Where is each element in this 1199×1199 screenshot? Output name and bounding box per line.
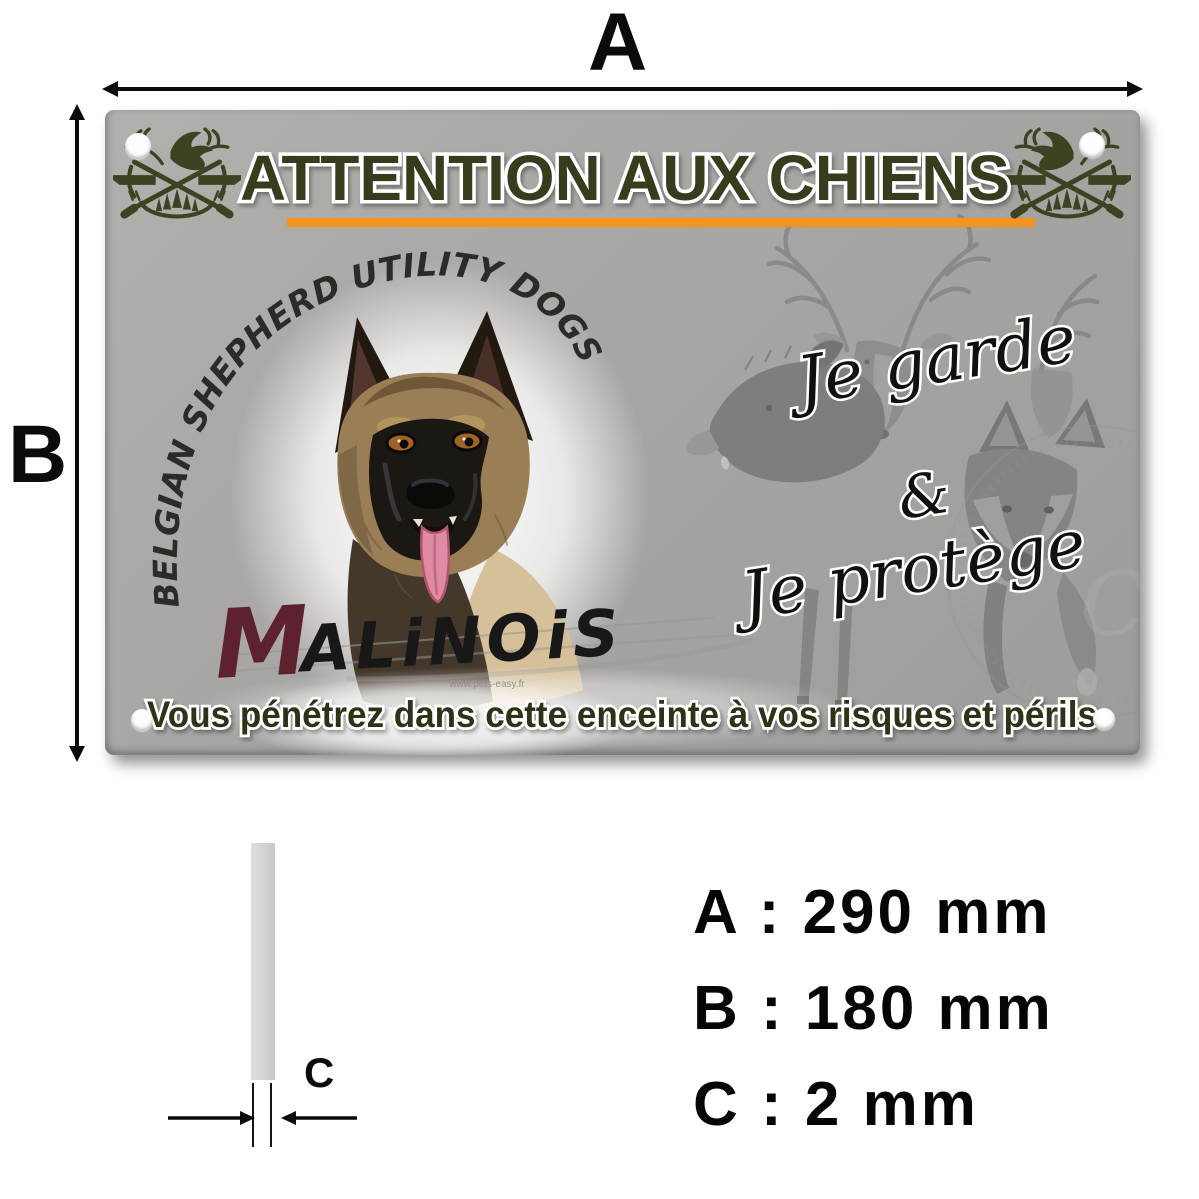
height-dimension-arrow bbox=[69, 104, 85, 762]
screw-hole-bottom-right bbox=[1093, 708, 1115, 730]
screw-hole-top-right bbox=[1079, 132, 1105, 158]
watermark-circle: CE bbox=[946, 425, 1140, 719]
orange-divider bbox=[287, 218, 1035, 227]
sign-artwork: CE bbox=[113, 127, 1140, 755]
extension-line-right bbox=[270, 1083, 272, 1147]
dimension-label-c: C bbox=[304, 1049, 335, 1096]
dimension-label-a: A bbox=[588, 0, 648, 88]
extension-line-left bbox=[252, 1083, 254, 1147]
wildlife-montage-image: CE bbox=[686, 213, 1140, 719]
watermark-text: CE bbox=[1080, 553, 1140, 656]
flying-duck-icon bbox=[170, 131, 214, 171]
slogan-ampersand: & bbox=[893, 458, 955, 533]
sign-edge-side-view bbox=[251, 843, 275, 1080]
hunting-emblem-icon-right bbox=[1003, 127, 1131, 219]
pine-trees-icon bbox=[155, 188, 199, 212]
screw-hole-bottom-left bbox=[131, 709, 153, 731]
size-line-a: A : 290 mm bbox=[693, 878, 1052, 947]
size-line-b: B : 180 mm bbox=[693, 974, 1054, 1043]
fox-icon bbox=[964, 398, 1105, 582]
width-dimension-arrow bbox=[102, 81, 1143, 97]
hunting-emblem-icon-left bbox=[113, 127, 241, 219]
thickness-dimension-arrows bbox=[168, 1111, 357, 1125]
sign-panel: CE bbox=[105, 110, 1140, 755]
screw-hole-top-left bbox=[125, 133, 151, 159]
stag-antlers-icon bbox=[766, 213, 1100, 375]
size-line-c: C : 2 mm bbox=[693, 1070, 979, 1139]
sign-title: ATTENTION AUX CHIENS bbox=[240, 142, 1010, 214]
deer-legs-icon bbox=[797, 572, 1097, 708]
bottom-warning-text: Vous pénétrez dans cette enceinte à vos … bbox=[147, 694, 1097, 735]
boar-icon bbox=[686, 340, 885, 483]
dimension-label-b: B bbox=[8, 409, 68, 500]
